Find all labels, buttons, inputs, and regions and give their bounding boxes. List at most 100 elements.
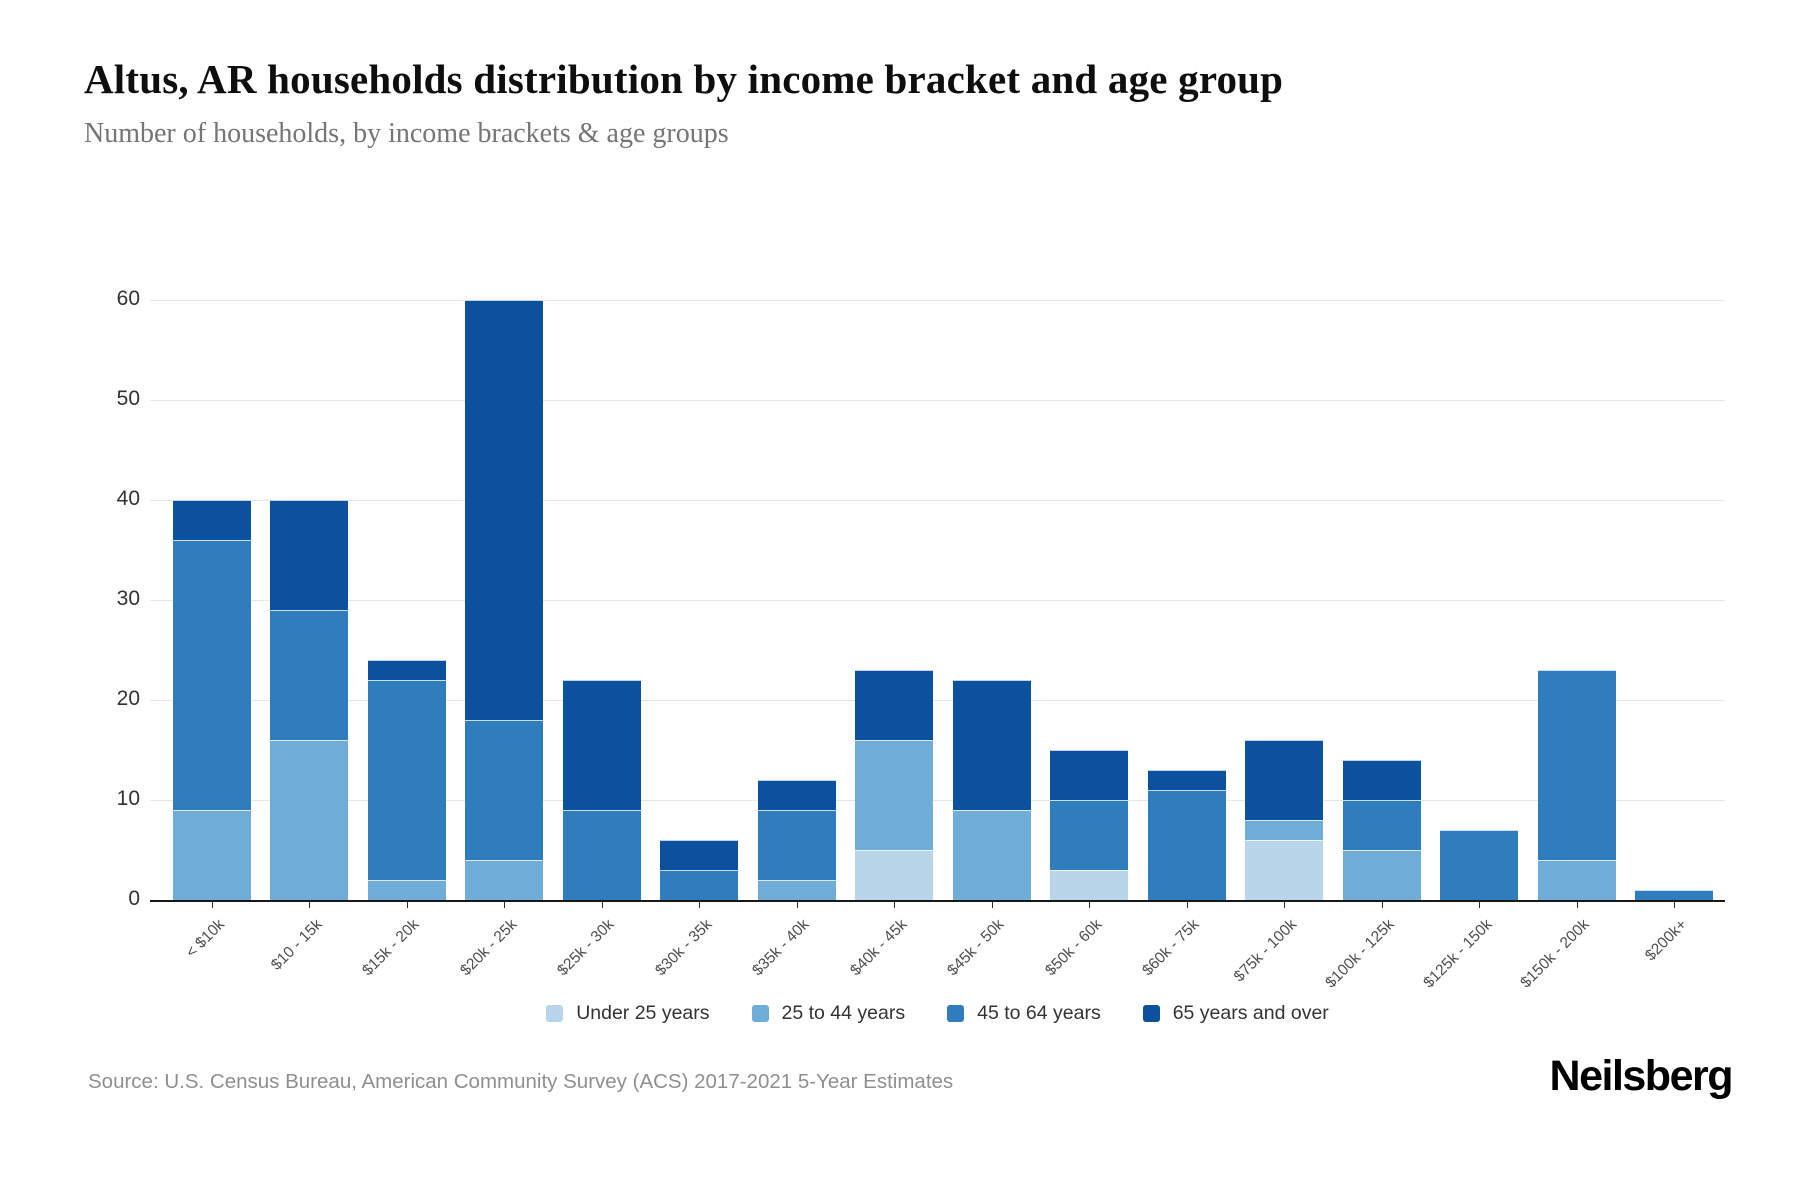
bar-segment[interactable] [172,500,251,540]
bar-segment[interactable] [1537,670,1616,860]
bar-segment[interactable] [660,840,739,870]
y-gridline [150,600,1725,601]
y-gridline [150,800,1725,801]
bar-segment[interactable] [270,500,349,610]
bar-segment[interactable] [1245,740,1324,820]
legend-item[interactable]: 65 years and over [1142,1002,1329,1025]
x-axis-label: $60k - 75k [1139,916,1203,980]
x-axis-label: $100k - 125k [1322,916,1398,992]
bar-segment[interactable] [1342,850,1421,900]
x-tick-mark [1479,902,1481,908]
y-axis-label: 0 [128,887,140,910]
bar-segment[interactable] [855,850,934,900]
bar-segment[interactable] [1050,870,1129,900]
x-tick-mark [1381,902,1383,908]
page-subtitle: Number of households, by income brackets… [84,118,729,149]
x-tick-mark [1186,902,1188,908]
bar-segment[interactable] [465,300,544,720]
legend-label: 45 to 64 years [977,1002,1101,1024]
y-gridline [150,500,1725,501]
bar-segment[interactable] [270,740,349,900]
x-tick-mark [211,902,213,908]
bar-segment[interactable] [562,810,641,900]
bar-segment[interactable] [1245,820,1324,840]
y-axis-label: 20 [116,687,140,710]
bar-segment[interactable] [1050,800,1129,870]
x-tick-mark [1576,902,1578,908]
bar-segment[interactable] [1245,840,1324,900]
bar-segment[interactable] [172,540,251,810]
x-axis-label: $50k - 60k [1042,916,1106,980]
legend-item[interactable]: 45 to 64 years [947,1002,1101,1025]
x-tick-mark [406,902,408,908]
x-axis-label: $15k - 20k [359,916,423,980]
x-tick-mark [1089,902,1091,908]
x-tick-mark [699,902,701,908]
x-axis-label: $20k - 25k [457,916,521,980]
bar-segment[interactable] [172,810,251,900]
source-note: Source: U.S. Census Bureau, American Com… [88,1070,954,1093]
y-gridline [150,300,1725,301]
bar-segment[interactable] [1147,790,1226,900]
bar-segment[interactable] [1342,760,1421,800]
bar-segment[interactable] [855,740,934,850]
bar-segment[interactable] [465,720,544,860]
legend-swatch-icon [1142,1005,1160,1022]
legend-item[interactable]: 25 to 44 years [751,1002,905,1025]
x-tick-mark [504,902,506,908]
legend-item[interactable]: Under 25 years [546,1002,710,1025]
y-gridline [150,700,1725,701]
y-axis-label: 10 [116,787,140,810]
bar-segment[interactable] [1440,830,1519,900]
x-axis-label: $40k - 45k [847,916,911,980]
x-axis-label: $200k+ [1641,916,1691,965]
bar-segment[interactable] [1050,750,1129,800]
bar-segment[interactable] [562,680,641,810]
y-axis-label: 50 [116,387,140,410]
page-title: Altus, AR households distribution by inc… [84,56,1284,102]
y-axis-label: 60 [116,287,140,310]
legend-swatch-icon [546,1005,564,1022]
x-axis-label: $75k - 100k [1230,916,1301,986]
bar-segment[interactable] [367,680,446,880]
x-axis-label: $150k - 200k [1517,916,1593,992]
bar-segment[interactable] [367,880,446,900]
x-tick-mark [309,902,311,908]
bar-segment[interactable] [1537,860,1616,900]
bar-segment[interactable] [660,870,739,900]
legend-swatch-icon [751,1005,769,1022]
bar-segment[interactable] [952,810,1031,900]
legend: Under 25 years 25 to 44 years 45 to 64 yea… [150,1002,1725,1025]
bar-segment[interactable] [757,780,836,810]
bar-segment[interactable] [1635,890,1714,900]
bar-segment[interactable] [757,810,836,880]
bar-segment[interactable] [1342,800,1421,850]
x-tick-mark [796,902,798,908]
y-axis-label: 30 [116,587,140,610]
bar-segment[interactable] [1147,770,1226,790]
legend-label: Under 25 years [576,1002,710,1024]
x-axis-label: $25k - 30k [554,916,618,980]
bar-segment[interactable] [952,680,1031,810]
x-tick-mark [991,902,993,908]
x-axis-label: $125k - 150k [1419,916,1496,992]
x-axis-line [150,900,1725,902]
x-axis-label: $45k - 50k [944,916,1008,980]
bar-segment[interactable] [270,610,349,740]
x-tick-mark [1284,902,1286,908]
bar-segment[interactable] [855,670,934,740]
brand-logo: Neilsberg [1549,1052,1734,1100]
y-gridline [150,400,1725,401]
x-axis-label: $10 - 15k [267,916,326,974]
y-axis-label: 40 [116,487,140,510]
x-axis-label: $35k - 40k [749,916,813,980]
bar-segment[interactable] [757,880,836,900]
legend-swatch-icon [947,1005,965,1022]
x-tick-mark [1674,902,1676,908]
bar-segment[interactable] [367,660,446,680]
x-tick-mark [601,902,603,908]
x-axis-label: $30k - 35k [652,916,716,980]
bar-segment[interactable] [465,860,544,900]
x-axis-label: < $10k [182,916,228,962]
